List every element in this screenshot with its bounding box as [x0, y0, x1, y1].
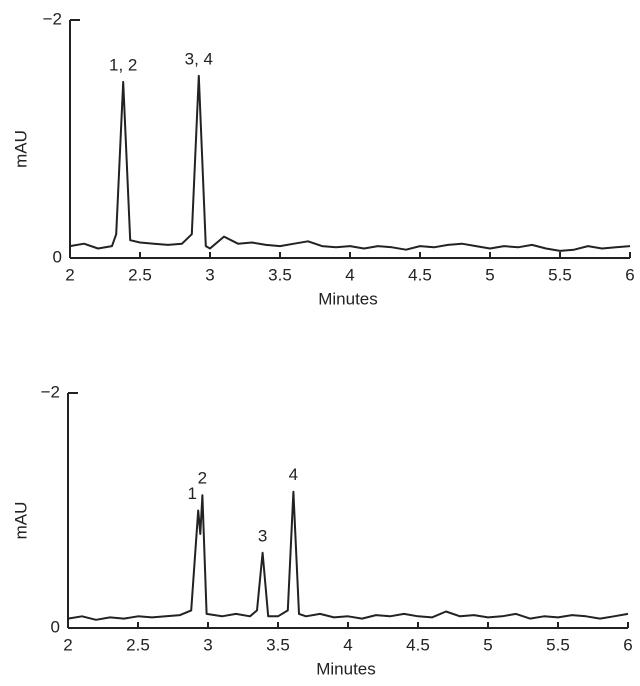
- x-tick-label: 3.5: [268, 265, 292, 284]
- x-tick-label: 4.5: [406, 635, 430, 654]
- x-tick-label: 4: [343, 635, 352, 654]
- peak-label: 4: [289, 465, 298, 484]
- x-tick-label: 4.5: [408, 265, 432, 284]
- x-tick-label: 2: [63, 635, 72, 654]
- peak-label: 1: [187, 484, 196, 503]
- x-tick-label: 5: [485, 265, 494, 284]
- x-tick-label: 6: [623, 635, 632, 654]
- x-tick-label: 5.5: [546, 635, 570, 654]
- x-tick-label: 3: [205, 265, 214, 284]
- x-tick-label: 2.5: [128, 265, 152, 284]
- peak-label: 3: [258, 526, 267, 545]
- y-tick-label: 0: [51, 617, 60, 636]
- x-tick-label: 3: [203, 635, 212, 654]
- y-axis-label: mAU: [11, 502, 30, 540]
- chromatogram-trace: [70, 76, 630, 251]
- peak-label: 2: [198, 469, 207, 488]
- peak-label: 3, 4: [185, 49, 213, 68]
- peak-label: 1, 2: [109, 55, 137, 74]
- y-tick-label: −2: [41, 382, 60, 401]
- x-axis-label: Minutes: [318, 289, 378, 308]
- chromatogram-trace: [68, 492, 628, 620]
- y-tick-label: −2: [43, 9, 62, 28]
- y-axis-label: mAU: [11, 130, 30, 168]
- figure: 0 −2 2 2.5 3 3.5 4 4.5 5 5.5 6 Minutes mAU 1, 2 3, 4 0 −…: [0, 0, 640, 686]
- x-tick-label: 3.5: [266, 635, 290, 654]
- x-tick-label: 2: [65, 265, 74, 284]
- x-tick-label: 6: [625, 265, 634, 284]
- x-tick-label: 5: [483, 635, 492, 654]
- x-axis-label: Minutes: [316, 659, 376, 678]
- x-tick-label: 4: [345, 265, 354, 284]
- x-tick-label: 2.5: [126, 635, 150, 654]
- y-tick-label: 0: [53, 247, 62, 266]
- x-tick-label: 5.5: [548, 265, 572, 284]
